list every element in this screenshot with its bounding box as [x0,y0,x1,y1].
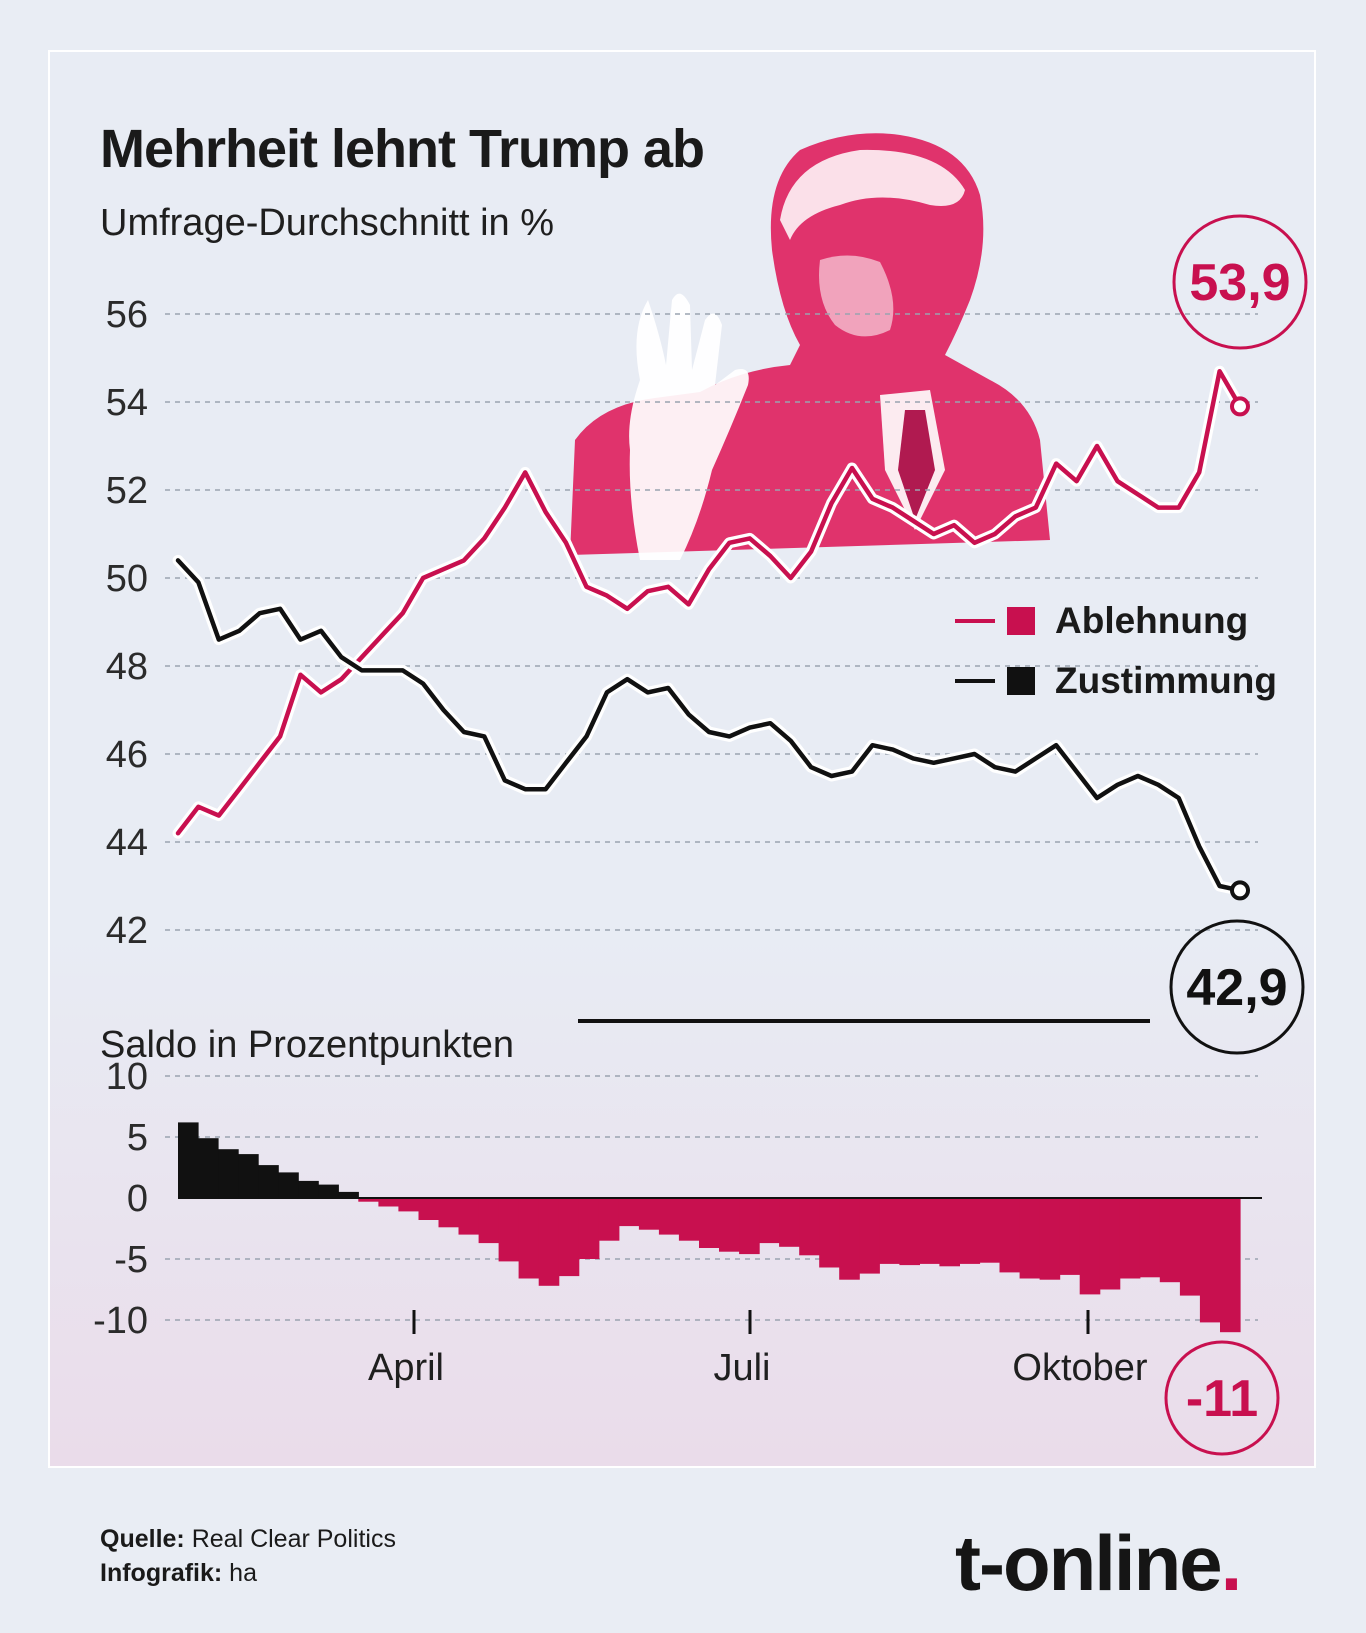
saldo-bar [739,1198,760,1255]
brand-text: t-online [955,1519,1223,1607]
saldo-bar [1059,1198,1081,1275]
y-tick-label: 52 [106,470,148,512]
saldo-bar [1019,1198,1041,1279]
saldo-bar [218,1149,239,1198]
legend-item-ablehnung: Ablehnung [955,600,1248,642]
saldo-bar [759,1198,780,1244]
y-tick-label: 10 [106,1056,148,1098]
saldo-bar [999,1198,1021,1273]
x-tick-label: Juli [713,1347,770,1389]
saldo-bar [638,1198,660,1230]
saldo-bar [518,1198,540,1279]
saldo-bar [278,1172,299,1198]
y-tick-label: 44 [106,822,148,864]
y-tick-label: 56 [106,294,148,336]
x-tick-label: April [368,1347,444,1389]
saldo-bar [438,1198,460,1228]
saldo-bar [458,1198,480,1235]
y-tick-label: 46 [106,734,148,776]
legend-swatch-zustimmung [1007,667,1035,695]
saldo-bar [358,1198,379,1202]
saldo-bar [258,1165,279,1198]
saldo-bar [819,1198,840,1268]
saldo-bar [879,1198,900,1264]
series-line-zustimmung [175,558,1243,893]
chart-subtitle: Umfrage-Durchschnitt in % [100,202,555,244]
y-tick-label: 54 [106,382,148,424]
y-tick-label: 5 [127,1117,148,1159]
saldo-bar [1139,1198,1161,1278]
brand-logo: t-online. [955,1518,1243,1609]
legend-line-zustimmung [955,679,995,683]
saldo-bar [1220,1198,1241,1333]
saldo-bar [1179,1198,1201,1296]
legend-line-ablehnung [955,619,995,623]
saldo-bar [398,1198,419,1212]
saldo-bar [699,1198,720,1248]
graphic-value: ha [229,1559,257,1587]
saldo-bar [919,1198,940,1264]
legend-swatch-ablehnung [1007,607,1035,635]
callout-zustimmung-circle [1169,919,1305,1055]
saldo-bar [378,1198,399,1207]
saldo-bar [839,1198,860,1280]
person-illustration [570,133,1050,560]
saldo-section-label: Saldo in Prozentpunkten [100,1024,515,1066]
source-block: Quelle: Real Clear Politics Infografik: … [100,1522,396,1590]
saldo-bar [558,1198,580,1277]
y-tick-label: 50 [106,558,148,600]
saldo-bar [1099,1198,1121,1290]
saldo-bar [1119,1198,1141,1279]
y-tick-label: -10 [93,1300,148,1342]
saldo-bar [538,1198,560,1286]
saldo-bar [979,1198,1001,1263]
callout-saldo: -11 [1186,1370,1258,1428]
series-line-ablehnung-end-marker [1230,396,1250,417]
series-line-zustimmung-end-marker [1230,880,1250,901]
graphic-label: Infografik: [100,1559,223,1587]
saldo-bar [658,1198,680,1235]
saldo-bar [1159,1198,1181,1283]
x-tick-label: Oktober [1012,1347,1148,1389]
callout-ablehnung-circle [1172,214,1308,350]
y-tick-label: 48 [106,646,148,688]
saldo-bar [498,1198,520,1262]
y-tick-label: -5 [114,1239,148,1281]
saldo-bar [338,1191,359,1198]
saldo-bar [598,1198,620,1241]
legend-label-zustimmung: Zustimmung [1055,660,1277,701]
saldo-bar [418,1198,440,1220]
saldo-bar [298,1180,319,1198]
saldo-bar [238,1154,259,1198]
callout-ablehnung: 53,9 [1189,254,1290,312]
callout-zustimmung: 42,9 [1186,959,1287,1017]
saldo-bar [1079,1198,1101,1295]
y-tick-label: 0 [127,1178,148,1220]
source-label: Quelle: [100,1525,185,1553]
saldo-bar [1039,1198,1061,1280]
saldo-bar [939,1198,960,1267]
saldo-bar [618,1198,640,1227]
callout-saldo-circle [1164,1340,1280,1456]
y-tick-label: 42 [106,910,148,952]
saldo-bar [799,1198,820,1256]
saldo-bar [578,1198,600,1259]
source-value: Real Clear Politics [191,1525,396,1553]
brand-dot: . [1220,1519,1243,1607]
saldo-bar [478,1198,500,1244]
saldo-bar [899,1198,920,1266]
saldo-bar [1199,1198,1221,1323]
saldo-bar [779,1198,800,1247]
saldo-bar [198,1138,219,1198]
saldo-bar [178,1122,199,1198]
chart-title: Mehrheit lehnt Trump ab [100,119,705,179]
saldo-bar [859,1198,880,1274]
saldo-bar [719,1198,740,1252]
saldo-bar [318,1184,339,1198]
saldo-bar [959,1198,981,1264]
legend-item-zustimmung: Zustimmung [955,660,1277,702]
legend-label-ablehnung: Ablehnung [1055,600,1249,641]
saldo-bar [678,1198,700,1241]
